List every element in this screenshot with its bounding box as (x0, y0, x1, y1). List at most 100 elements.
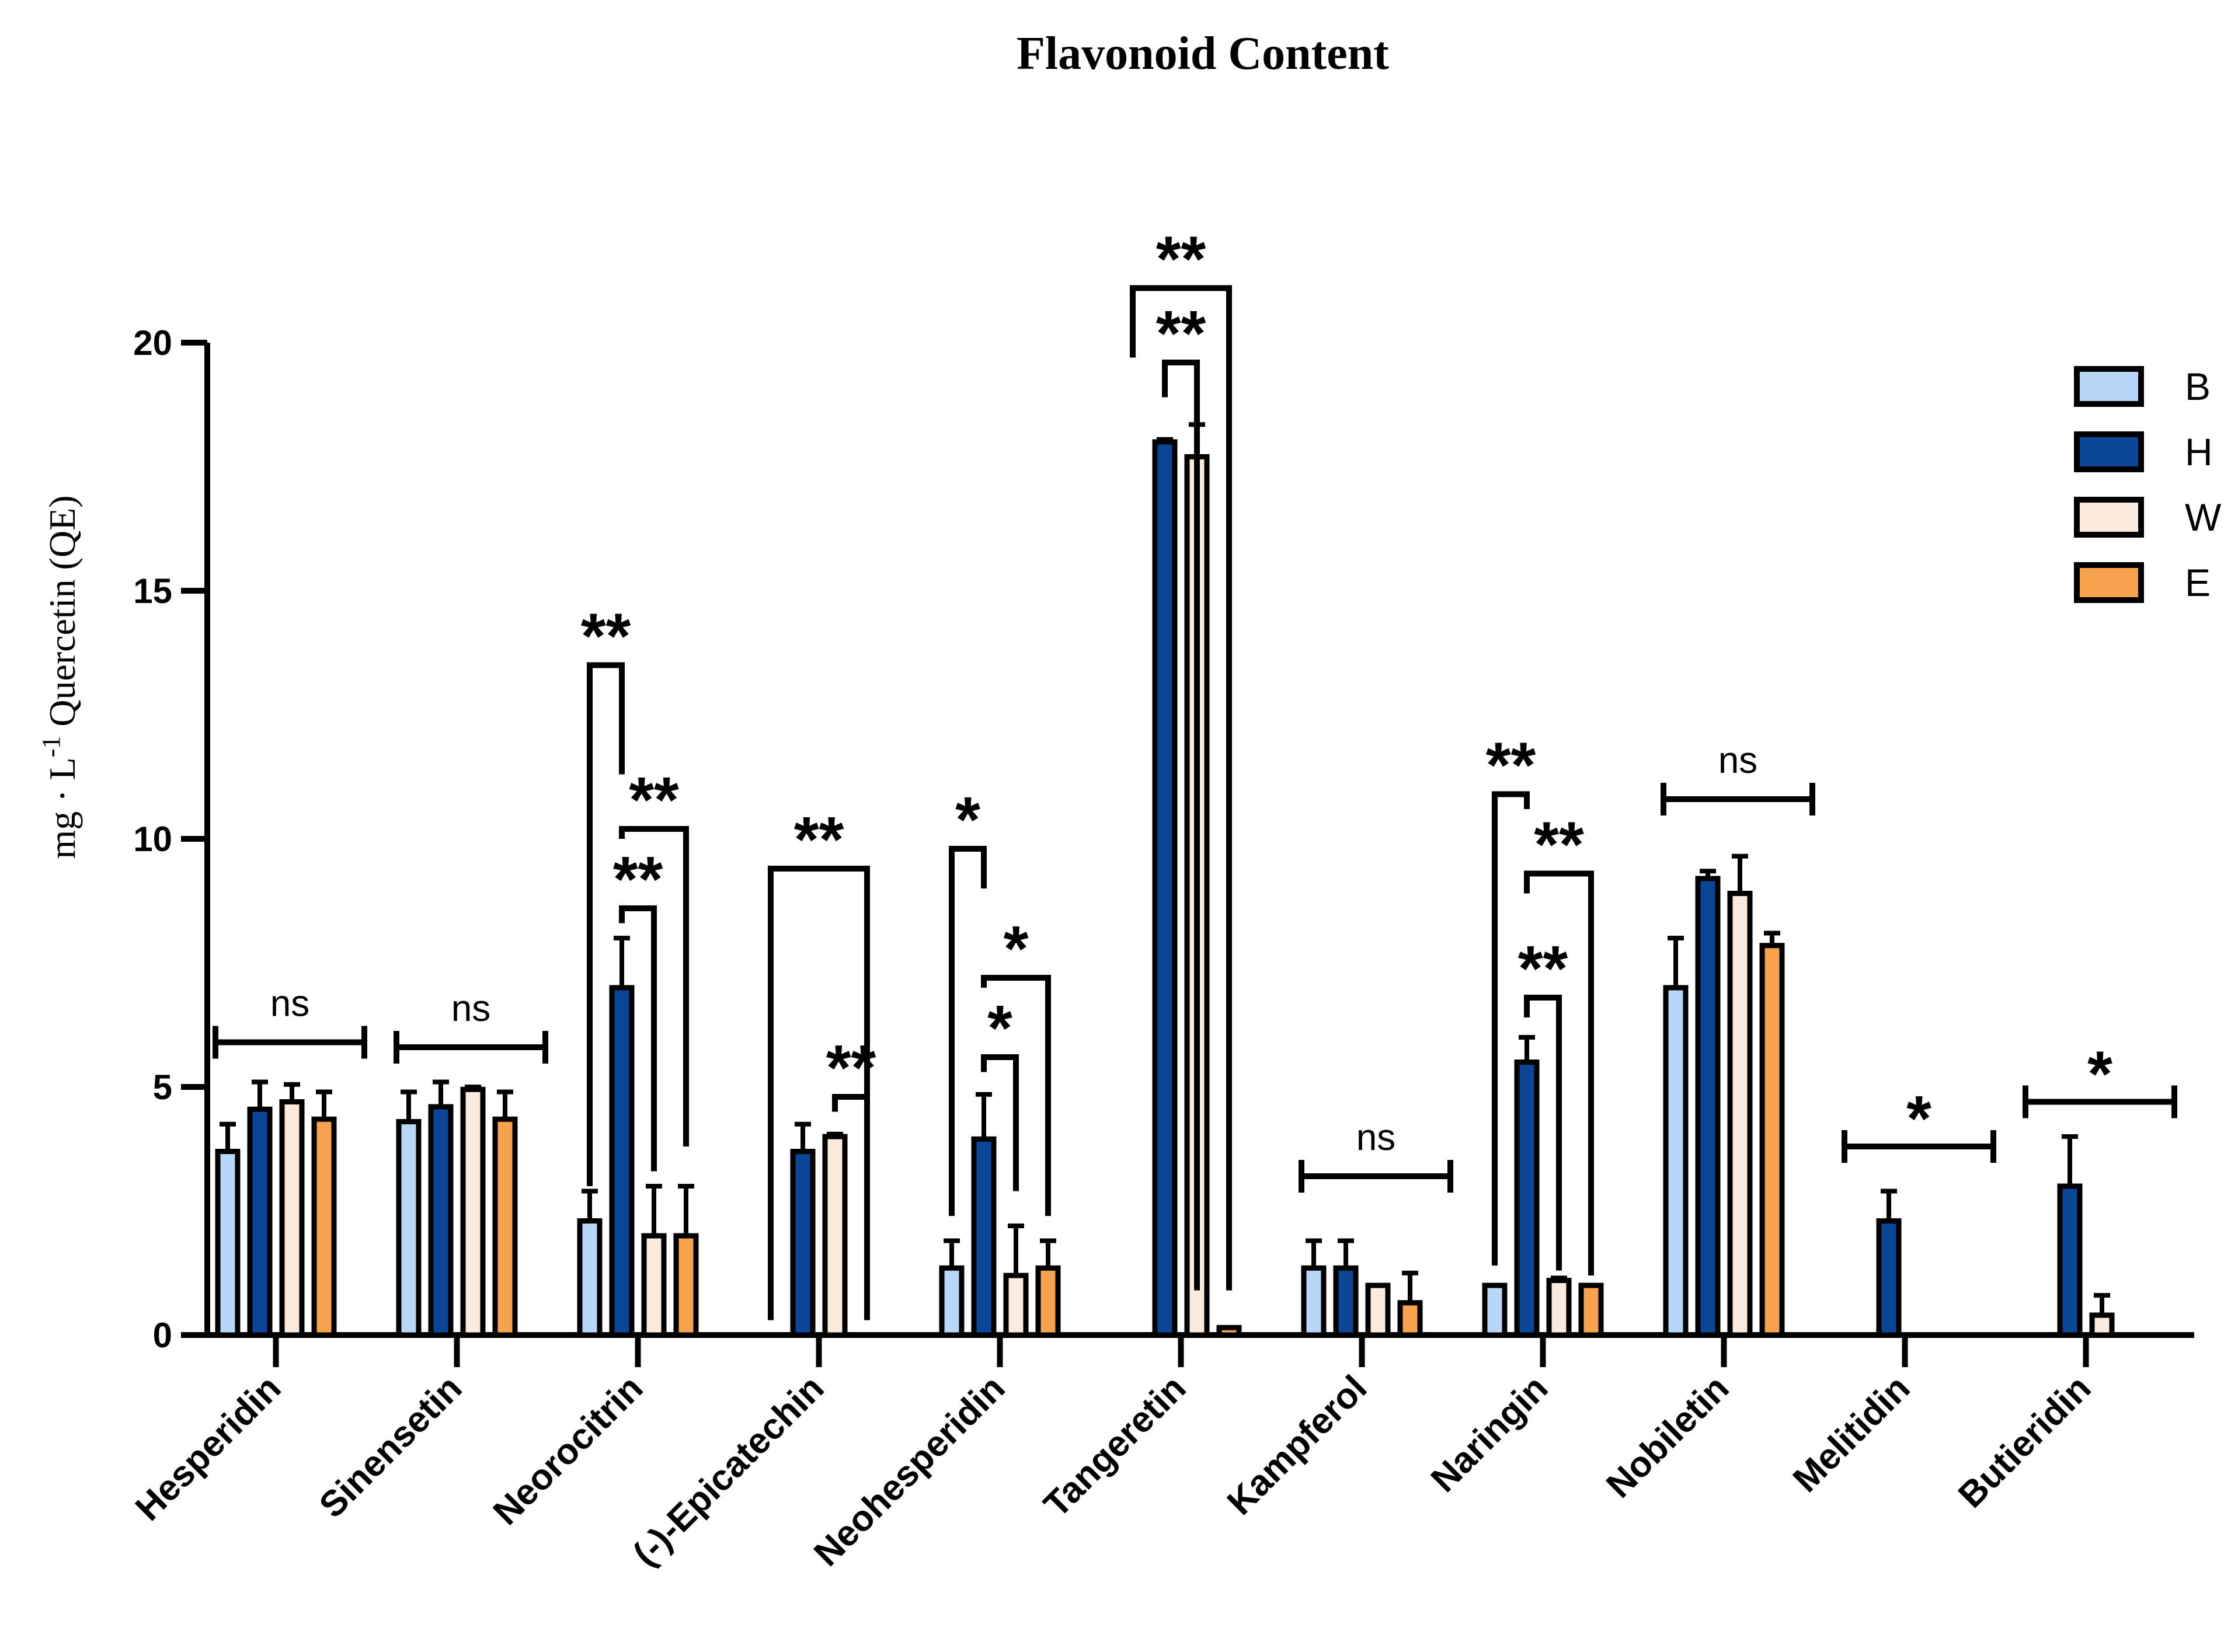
x-tick-label: Neohesperidin (806, 1368, 1012, 1574)
bar-W-8 (1727, 891, 1753, 1338)
significance-label: ** (1534, 809, 1584, 881)
y-tick-label: 20 (133, 323, 172, 363)
legend-swatch-W (2074, 497, 2144, 538)
y-tick-label: 10 (133, 820, 172, 859)
bar-E-7 (1578, 1282, 1604, 1338)
bar-E-2 (673, 1233, 699, 1338)
significance-label: ns (1718, 739, 1758, 781)
y-axis-title-superscript: -1 (37, 736, 65, 758)
significance-label: ** (581, 601, 631, 672)
significance-label: ** (629, 764, 679, 836)
chart-title: Flavonoid Content (1017, 28, 1389, 79)
legend-label-H: H (2185, 430, 2213, 473)
significance-bracket (1524, 995, 1562, 1271)
bar-E-5 (1216, 1325, 1242, 1338)
x-tick-label: Nobiletin (1599, 1368, 1736, 1505)
significance-label: ** (613, 844, 663, 915)
bar-E-1 (492, 1116, 518, 1338)
significance-label: ** (1156, 224, 1206, 295)
bar-E-0 (311, 1116, 337, 1338)
bar-H-2 (609, 985, 635, 1338)
significance-label: * (955, 784, 980, 856)
bar-H-7 (1514, 1059, 1540, 1338)
legend-swatch-B (2074, 366, 2144, 407)
bar-B-8 (1663, 985, 1689, 1338)
x-tick-label: Kampferol (1220, 1368, 1375, 1523)
x-tick-label: Melitidin (1785, 1368, 1918, 1500)
bar-H-6 (1333, 1265, 1359, 1338)
significance-label: * (1004, 913, 1029, 985)
legend-swatch-H (2074, 431, 2144, 472)
significance-bracket (1492, 791, 1530, 1266)
x-tick-label: Neorocitrin (486, 1368, 651, 1533)
bar-E-4 (1035, 1265, 1061, 1338)
bar-B-1 (396, 1119, 422, 1338)
significance-label: * (987, 992, 1012, 1064)
bar-W-0 (279, 1099, 305, 1338)
significance-label: * (2087, 1038, 2112, 1110)
y-tick-label: 5 (153, 1068, 172, 1107)
legend-label-E: E (2185, 561, 2211, 604)
significance-label: ** (1518, 933, 1568, 1005)
y-axis-title-part: mg · L (41, 757, 83, 859)
bar-W-7 (1546, 1278, 1572, 1338)
significance-label: ** (794, 804, 844, 876)
significance-bracket (1130, 285, 1232, 1291)
significance-bracket (949, 846, 987, 1216)
bar-B-4 (939, 1265, 965, 1338)
x-tick-label: Sinensetin (312, 1368, 469, 1525)
legend-label-W: W (2185, 496, 2222, 539)
bar-H-8 (1695, 876, 1721, 1338)
significance-label: ** (1486, 730, 1536, 801)
y-axis-title: mg · L-1 Quercetin (QE) (37, 495, 83, 859)
significance-bracket (1524, 870, 1594, 1275)
significance-bracket (1162, 360, 1200, 1291)
bar-H-5 (1152, 439, 1178, 1338)
significance-label: ** (1156, 298, 1206, 370)
significance-label: ns (1356, 1116, 1396, 1158)
x-tick-label: (-)-Epicatechin (625, 1368, 831, 1574)
bar-W-3 (822, 1134, 848, 1338)
x-tick-label: Hesperidin (128, 1368, 288, 1528)
bar-W-6 (1365, 1282, 1391, 1338)
y-axis-title-part: Quercetin (QE) (41, 495, 83, 736)
bar-H-9 (1876, 1218, 1902, 1338)
bar-H-3 (790, 1149, 816, 1338)
significance-label: * (1906, 1083, 1931, 1155)
significance-bracket (981, 975, 1051, 1216)
y-tick-label: 15 (133, 571, 172, 611)
bar-B-2 (577, 1218, 603, 1338)
bar-B-0 (215, 1149, 241, 1338)
bar-W-2 (641, 1233, 667, 1338)
x-tick-label: Naringin (1423, 1368, 1556, 1500)
bar-W-1 (460, 1086, 486, 1338)
significance-label: ** (826, 1032, 876, 1104)
significance-annotations: ns ns*****************ns******ns** (213, 224, 2177, 1320)
bar-H-10 (2057, 1183, 2083, 1338)
significance-bracket (981, 1054, 1019, 1191)
significance-label: ns (270, 982, 310, 1024)
bar-H-4 (971, 1136, 997, 1338)
bar-W-4 (1003, 1273, 1029, 1338)
bar-E-6 (1397, 1300, 1423, 1338)
bar-H-0 (247, 1106, 273, 1338)
significance-bracket (619, 826, 689, 1146)
bar-B-7 (1482, 1282, 1508, 1338)
significance-bracket (832, 1094, 870, 1320)
significance-bracket (587, 662, 625, 1186)
significance-bracket (619, 905, 657, 1172)
legend-swatch-E (2074, 562, 2144, 603)
y-axis-label: mg · L-1 Quercetin (QE) (37, 495, 83, 859)
x-tick-label: Butieridin (1951, 1368, 2098, 1515)
significance-label: ns (451, 987, 491, 1029)
bar-E-8 (1759, 943, 1785, 1338)
bar-H-1 (428, 1104, 454, 1338)
y-tick-label: 0 (153, 1316, 172, 1355)
x-tick-label: Tangeretin (1036, 1368, 1194, 1525)
legend-label-B: B (2185, 365, 2211, 408)
bars (215, 422, 2115, 1338)
bar-B-6 (1301, 1265, 1327, 1338)
